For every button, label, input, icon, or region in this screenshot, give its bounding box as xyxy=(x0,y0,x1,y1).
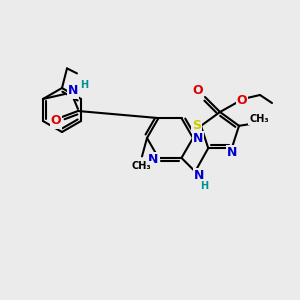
Text: N: N xyxy=(226,146,237,159)
Text: O: O xyxy=(51,115,61,128)
Text: S: S xyxy=(193,119,202,132)
Text: H: H xyxy=(80,80,88,90)
Text: O: O xyxy=(193,83,203,97)
Text: N: N xyxy=(194,169,205,182)
Text: N: N xyxy=(68,85,78,98)
Text: O: O xyxy=(237,94,247,106)
Text: N: N xyxy=(148,153,159,167)
Text: CH₃: CH₃ xyxy=(249,114,268,124)
Text: CH₃: CH₃ xyxy=(131,161,151,171)
Text: N: N xyxy=(193,131,203,145)
Text: H: H xyxy=(200,181,208,191)
